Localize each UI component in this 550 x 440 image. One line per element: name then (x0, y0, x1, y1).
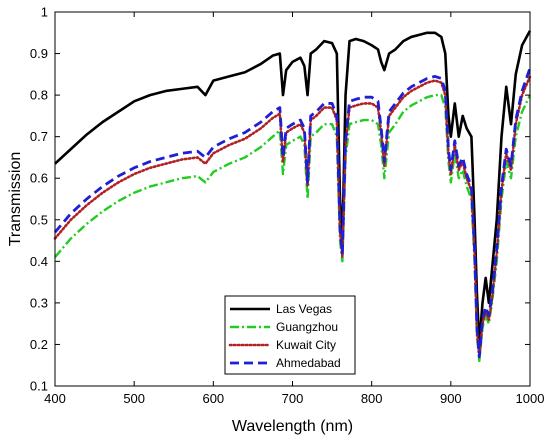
y-tick-label: 0.5 (30, 212, 48, 227)
legend-entry: Ahmedabad (230, 356, 341, 370)
legend-entries: Las Vegas Guangzhou Kuwait City Ahmedabad (228, 302, 341, 370)
legend-label: Guangzhou (276, 320, 338, 334)
x-tick-label: 400 (44, 391, 66, 406)
legend-entry: Guangzhou (230, 320, 338, 334)
x-tick-label: 900 (440, 391, 462, 406)
y-tick-label: 0.1 (30, 379, 48, 394)
legend-entry: Las Vegas (230, 302, 332, 316)
series-layer (53, 30, 532, 363)
y-tick-label: 0.7 (30, 129, 48, 144)
x-tick-label: 700 (282, 391, 304, 406)
x-tick-label: 1000 (516, 391, 545, 406)
y-tick-label: 1 (41, 5, 48, 20)
series-line-ahmedabad (53, 67, 532, 359)
legend-entry: Kuwait City (228, 338, 336, 352)
y-tick-label: 0.8 (30, 88, 48, 103)
x-tick-label: 500 (123, 391, 145, 406)
y-tick-label: 0.6 (30, 171, 48, 186)
y-axis-ticks: 0.1 0.2 0.3 0.4 0.5 0.6 0.7 0.8 0.9 1 (30, 5, 530, 394)
y-axis-label: Transmission (7, 152, 24, 247)
legend-label: Ahmedabad (276, 356, 341, 370)
legend: Las Vegas Guangzhou Kuwait City Ahmedabad (224, 295, 356, 375)
y-tick-label: 0.2 (30, 337, 48, 352)
series-line-las-vegas (54, 30, 532, 346)
y-tick-label: 0.9 (30, 46, 48, 61)
x-axis-label: Wavelength (nm) (232, 418, 353, 435)
legend-label: Kuwait City (276, 338, 336, 352)
x-tick-label: 800 (361, 391, 383, 406)
y-tick-label: 0.4 (30, 254, 48, 269)
x-axis-ticks: 400 500 600 700 800 900 1000 (44, 12, 544, 406)
y-tick-label: 0.3 (30, 295, 48, 310)
x-tick-label: 600 (202, 391, 224, 406)
legend-label: Las Vegas (276, 302, 332, 316)
